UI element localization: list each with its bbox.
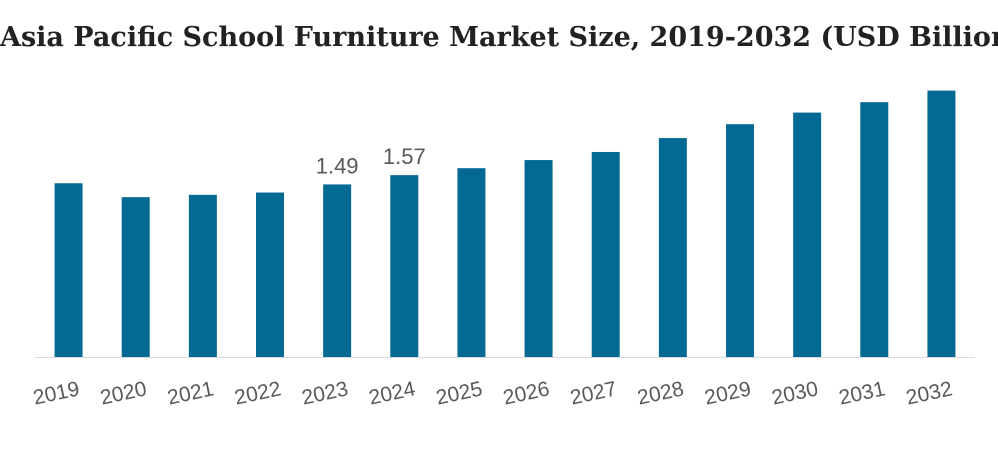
x-tick-label-2026: 2026 — [501, 377, 551, 409]
data-labels-group: 1.49 1.57 — [316, 144, 426, 178]
x-tick-label-2019: 2019 — [31, 377, 81, 409]
bar-2023 — [323, 184, 352, 357]
x-tick-label-2022: 2022 — [233, 377, 283, 409]
bar-2019 — [54, 183, 83, 357]
bar-2029 — [726, 124, 754, 357]
x-tick-label-2021: 2021 — [165, 377, 215, 409]
x-tick-label-2029: 2029 — [703, 377, 753, 409]
bar-2030 — [793, 112, 822, 357]
bar-2021 — [188, 194, 217, 357]
bar-2027 — [591, 151, 620, 357]
x-tick-label-2020: 2020 — [98, 377, 148, 409]
x-tick-label-2025: 2025 — [434, 377, 484, 409]
x-tick-label-2028: 2028 — [635, 377, 685, 409]
data-label-2023: 1.49 — [316, 153, 359, 178]
bar-2022 — [256, 192, 284, 357]
x-tick-label-2024: 2024 — [367, 377, 418, 409]
x-tick-label-2027: 2027 — [568, 377, 618, 409]
x-tick-label-2023: 2023 — [300, 377, 350, 409]
bar-2026 — [524, 160, 553, 357]
data-label-2024: 1.57 — [383, 144, 426, 169]
bar-2020 — [121, 197, 150, 357]
x-tick-labels-group: 2019 2020 2021 2022 2023 2024 2025 2026 2027 2028… — [31, 377, 954, 409]
bar-2025 — [457, 168, 486, 357]
x-tick-label-2031: 2031 — [837, 377, 887, 409]
chart-title: Asia Pacific School Furniture Market Siz… — [0, 22, 998, 53]
x-tick-label-2032: 2032 — [904, 377, 954, 409]
bar-2031 — [860, 102, 889, 358]
bar-2024 — [390, 175, 419, 357]
bar-2028 — [658, 138, 687, 357]
bars-group — [54, 90, 956, 358]
bar-2032 — [927, 90, 956, 357]
x-tick-label-2030: 2030 — [770, 377, 820, 409]
